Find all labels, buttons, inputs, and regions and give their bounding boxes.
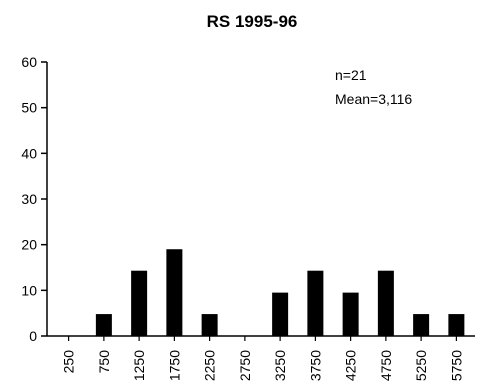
x-tick-label: 250 (61, 350, 77, 374)
y-tick-label: 60 (21, 54, 37, 70)
bar-5750 (448, 314, 465, 336)
x-axis: 250 750 1250 1750 2250 2750 3250 3750 4250 4750 52… (47, 335, 475, 381)
y-axis: 0 10 20 30 40 50 60 (21, 54, 48, 344)
y-tick-label: 30 (21, 191, 37, 207)
bar-1750 (166, 249, 183, 336)
annotation-sample-size: n=21 (335, 67, 367, 83)
y-tick-label: 50 (21, 100, 37, 116)
bar-series (95, 249, 465, 336)
y-tick-label: 20 (21, 237, 37, 253)
bar-4750 (377, 270, 394, 336)
chart-title: RS 1995-96 (207, 12, 298, 31)
x-tick-label: 1250 (131, 350, 147, 381)
x-tick-label: 1750 (166, 350, 182, 381)
x-tick-label: 2250 (202, 350, 218, 381)
bar-750 (95, 314, 112, 336)
annotation-mean: Mean=3,116 (335, 91, 412, 107)
x-tick-label: 4750 (378, 350, 394, 381)
x-tick-label: 3750 (307, 350, 323, 381)
y-tick-label: 40 (21, 145, 37, 161)
y-tick-label: 0 (29, 328, 37, 344)
bar-2250 (201, 314, 218, 336)
bar-3250 (272, 292, 289, 336)
bar-4250 (342, 292, 359, 336)
y-tick-label: 10 (21, 282, 37, 298)
x-tick-label: 3250 (272, 350, 288, 381)
x-tick-label: 4250 (343, 350, 359, 381)
x-tick-label: 2750 (237, 350, 253, 381)
x-tick-label: 5250 (413, 350, 429, 381)
bar-5250 (413, 314, 430, 336)
x-tick-label: 5750 (448, 350, 464, 381)
bar-3750 (307, 270, 324, 336)
x-tick-label: 750 (96, 350, 112, 374)
bar-1250 (131, 270, 148, 336)
